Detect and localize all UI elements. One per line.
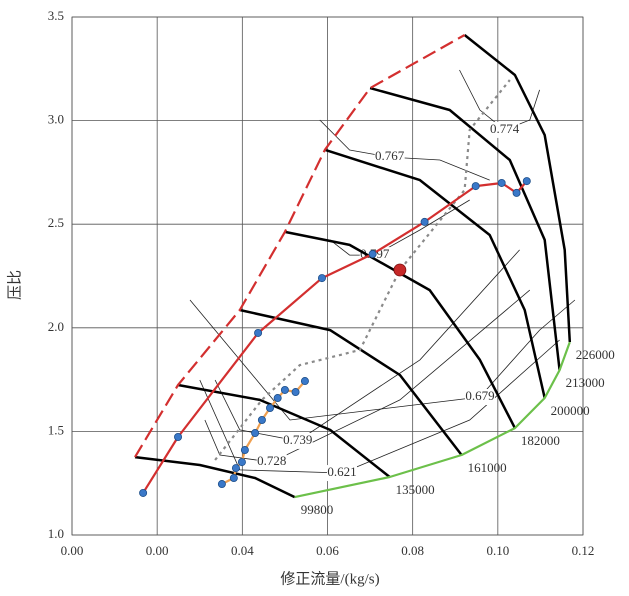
data-point (280, 385, 289, 394)
data-point (420, 217, 429, 226)
y-tick-label: 2.5 (48, 215, 64, 230)
series-line (142, 180, 528, 494)
data-point (251, 429, 260, 438)
contour-label-bg (489, 121, 520, 138)
series-line (214, 79, 511, 461)
y-tick-label: 3.5 (48, 8, 64, 23)
x-tick-label: 0.04 (231, 543, 254, 558)
series-line (463, 34, 572, 343)
data-point (471, 182, 480, 191)
y-tick-label: 2.0 (48, 319, 64, 334)
contour-label: 0.621 (327, 464, 356, 479)
x-tick-label: 0.12 (572, 543, 595, 558)
contour-label: 0.739 (283, 432, 312, 447)
x-tick-label: 0.00 (61, 543, 84, 558)
data-point (257, 416, 266, 425)
contour-label-bg (282, 432, 313, 449)
y-tick-label: 1.5 (48, 422, 64, 437)
speed-label: 200000 (551, 403, 590, 418)
x-tick-label: 0.00 (146, 543, 169, 558)
data-point (240, 446, 249, 455)
series-line (134, 34, 466, 458)
y-tick-label: 1.0 (48, 526, 64, 541)
speed-label: 213000 (566, 375, 605, 390)
data-point (229, 474, 238, 483)
series-line (177, 383, 391, 478)
data-point (266, 403, 275, 412)
series-line (134, 455, 296, 499)
contour-label-bg (256, 454, 287, 471)
speed-label: 161000 (468, 460, 507, 475)
speed-label: 226000 (576, 347, 615, 362)
x-tick-label: 0.06 (316, 543, 339, 558)
contour-label: 0.767 (375, 148, 405, 163)
data-point (273, 394, 282, 403)
data-point (512, 188, 521, 197)
data-point (237, 458, 246, 467)
speed-label: 135000 (396, 482, 435, 497)
contour-label: 0.774 (490, 121, 520, 136)
speed-label: 99800 (301, 502, 334, 517)
x-tick-label: 0.08 (401, 543, 424, 558)
y-axis-label: 压比 (6, 270, 23, 300)
speed-label: 182000 (521, 433, 560, 448)
data-point (174, 432, 183, 441)
data-point (317, 274, 326, 283)
data-point (368, 250, 377, 259)
contour-label: 0.728 (257, 453, 286, 468)
data-point (139, 488, 148, 497)
contour-label-bg (464, 389, 495, 406)
data-point (300, 377, 309, 386)
series-line (369, 86, 561, 371)
y-tick-label: 3.0 (48, 112, 64, 127)
x-tick-label: 0.10 (486, 543, 509, 558)
series-line (294, 341, 571, 499)
data-point (393, 263, 407, 277)
contour-label-bg (326, 465, 357, 482)
series-line (284, 230, 517, 429)
contour-label: 0.679 (465, 388, 494, 403)
data-point (522, 177, 531, 186)
x-axis-label: 修正流量/(kg/s) (280, 570, 379, 587)
data-point (254, 328, 263, 337)
data-point (291, 388, 300, 397)
data-point (217, 480, 226, 489)
series-line (239, 308, 463, 456)
series-line (324, 148, 546, 399)
data-point (497, 178, 506, 187)
contour-label-bg (374, 149, 405, 166)
data-point (231, 464, 240, 473)
